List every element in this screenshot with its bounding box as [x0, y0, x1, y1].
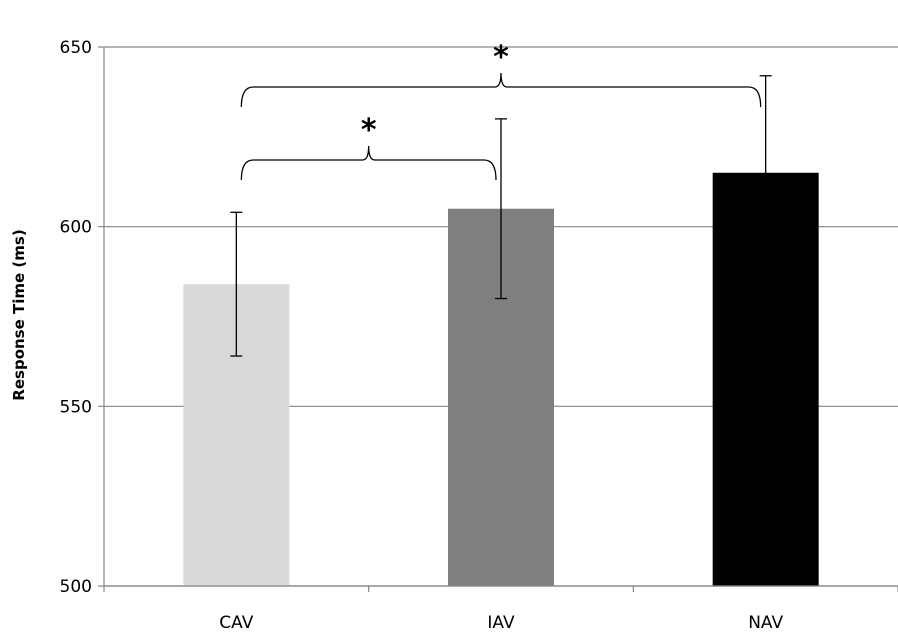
significance-label-cav-nav: * [493, 40, 509, 75]
axis-layer: 500 550 600 650 CAV IAV NAV [60, 38, 898, 633]
y-axis-title: Response Time (ms) [10, 229, 28, 400]
y-tick-label-550: 550 [60, 397, 92, 417]
significance-bracket-cav-nav [240, 72, 762, 108]
significance-label-cav-iav: * [361, 113, 377, 148]
y-tick-label-650: 650 [60, 38, 92, 58]
y-tick-label-500: 500 [60, 577, 92, 597]
x-tick-label-cav: CAV [219, 613, 253, 633]
significance-bracket-cav-iav [240, 145, 497, 181]
y-tick-label-600: 600 [60, 218, 92, 238]
x-tick-label-nav: NAV [748, 613, 783, 633]
significance-layer: ** [240, 40, 762, 181]
error-layer [230, 75, 772, 357]
x-tick-label-iav: IAV [487, 613, 515, 633]
